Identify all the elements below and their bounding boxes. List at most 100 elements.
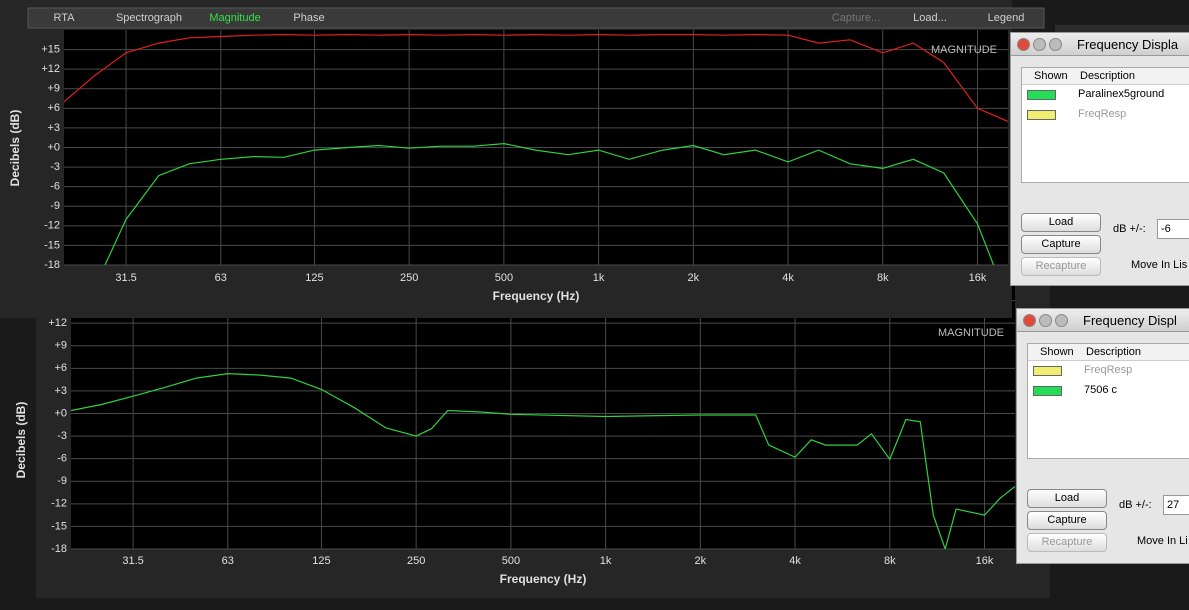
button[interactable]: Capture	[1021, 235, 1101, 254]
x-tick-label: 8k	[884, 555, 896, 567]
swatch	[1033, 366, 1062, 376]
y-tick-label: -18	[44, 259, 60, 271]
y-tick-label: +9	[47, 83, 60, 95]
x-tick-label: 63	[215, 272, 227, 284]
column-header: Description	[1080, 70, 1136, 82]
background-window	[1055, 25, 1189, 35]
y-tick-label: -3	[50, 161, 60, 173]
button[interactable]: Capture	[1027, 511, 1107, 530]
column-header: Description	[1086, 346, 1142, 358]
title-bar: Frequency Displa	[1011, 33, 1189, 56]
y-tick-label: +6	[47, 102, 60, 114]
dialog-title: Frequency Displ	[1083, 313, 1177, 328]
y-axis-label: Decibels (dB)	[14, 402, 28, 479]
y-tick-label: +0	[54, 407, 67, 419]
move-label: Move In Li	[1137, 535, 1188, 547]
legend-item[interactable]: FreqResp	[1028, 361, 1189, 381]
x-tick-label: 500	[502, 555, 520, 567]
legend-item[interactable]: Paralinex5ground	[1022, 85, 1189, 105]
x-tick-label: 63	[222, 555, 234, 567]
x-tick-label: 1k	[600, 555, 612, 567]
legend-label: Paralinex5ground	[1078, 88, 1165, 100]
legend-item[interactable]: FreqResp	[1022, 105, 1189, 125]
y-tick-label: -15	[51, 520, 67, 532]
y-axis-label: Decibels (dB)	[8, 110, 22, 187]
y-tick-label: +0	[47, 141, 60, 153]
y-tick-label: +12	[48, 317, 67, 329]
annotation: MAGNITUDE	[938, 327, 1004, 339]
y-tick-label: +12	[41, 63, 60, 75]
button[interactable]: Load	[1021, 213, 1101, 232]
x-tick-label: 250	[407, 555, 425, 567]
legend-dialog: Frequency Displ Shown Description FreqRes…	[1016, 308, 1189, 564]
x-axis-label: Frequency (Hz)	[493, 289, 580, 303]
action-button[interactable]: Capture...	[832, 12, 880, 24]
button: Recapture	[1021, 257, 1101, 276]
toolbar	[27, 7, 1045, 29]
move-label: Move In Lis	[1131, 259, 1188, 271]
tab[interactable]: Phase	[293, 12, 324, 24]
db-input[interactable]: -6	[1157, 219, 1189, 239]
window-bottom: +15+12+9+6+3+0-3-6-9-12-15-1831.56312525…	[14, 278, 1050, 598]
y-tick-label: -9	[57, 475, 67, 487]
tab[interactable]: RTA	[54, 12, 76, 24]
legend-list: Shown Description FreqResp 7506 c	[1027, 343, 1189, 459]
x-tick-label: 2k	[695, 555, 707, 567]
y-tick-label: -15	[44, 239, 60, 251]
y-tick-label: -18	[51, 543, 67, 555]
dialog-title: Frequency Displa	[1077, 37, 1179, 52]
window-top: RTA Spectrograph Magnitude Phase Capture…	[0, 0, 1189, 318]
data-line	[64, 33, 1008, 122]
y-tick-label: +15	[41, 43, 60, 55]
button[interactable]: Load	[1027, 489, 1107, 508]
button: Recapture	[1027, 533, 1107, 552]
annotation: MAGNITUDE	[931, 44, 997, 56]
y-tick-label: -12	[51, 498, 67, 510]
swatch	[1033, 386, 1062, 396]
tab[interactable]: Magnitude	[209, 12, 260, 24]
column-header: Shown	[1034, 70, 1068, 82]
y-tick-label: +3	[54, 385, 67, 397]
y-tick-label: +6	[54, 362, 67, 374]
x-tick-label: 125	[305, 272, 323, 284]
action-button[interactable]: Legend	[988, 12, 1025, 24]
data-line	[71, 372, 1015, 549]
action-button[interactable]: Load...	[913, 12, 947, 24]
x-tick-label: 4k	[782, 272, 794, 284]
tab[interactable]: Spectrograph	[116, 12, 182, 24]
x-tick-label: 2k	[688, 272, 700, 284]
y-tick-label: -6	[50, 181, 60, 193]
db-label: dB +/-:	[1119, 499, 1152, 511]
x-tick-label: 1k	[593, 272, 605, 284]
swatch	[1027, 110, 1056, 120]
x-tick-label: 4k	[789, 555, 801, 567]
swatch	[1027, 90, 1056, 100]
x-tick-label: 16k	[976, 555, 994, 567]
x-tick-label: 31.5	[115, 272, 136, 284]
x-tick-label: 125	[312, 555, 330, 567]
y-tick-label: -9	[50, 200, 60, 212]
legend-dialog: Frequency Displa Shown Description Parali…	[1010, 32, 1189, 286]
x-tick-label: 500	[495, 272, 513, 284]
data-line	[104, 142, 995, 265]
y-tick-label: -12	[44, 220, 60, 232]
x-tick-label: 16k	[969, 272, 987, 284]
x-axis-label: Frequency (Hz)	[500, 572, 587, 586]
x-tick-label: 250	[400, 272, 418, 284]
legend-label: 7506 c	[1084, 384, 1118, 396]
db-input[interactable]: 27	[1163, 495, 1189, 515]
legend-label: FreqResp	[1078, 108, 1127, 120]
title-bar: Frequency Displ	[1017, 309, 1189, 332]
column-header: Shown	[1040, 346, 1074, 358]
y-tick-label: +3	[47, 122, 60, 134]
legend-list: Shown Description Paralinex5ground FreqRe…	[1021, 67, 1189, 183]
db-label: dB +/-:	[1113, 223, 1146, 235]
x-tick-label: 8k	[877, 272, 889, 284]
y-tick-label: +9	[54, 340, 67, 352]
legend-label: FreqResp	[1084, 364, 1133, 376]
y-tick-label: -6	[57, 453, 67, 465]
legend-item[interactable]: 7506 c	[1028, 381, 1189, 401]
x-tick-label: 31.5	[122, 555, 143, 567]
